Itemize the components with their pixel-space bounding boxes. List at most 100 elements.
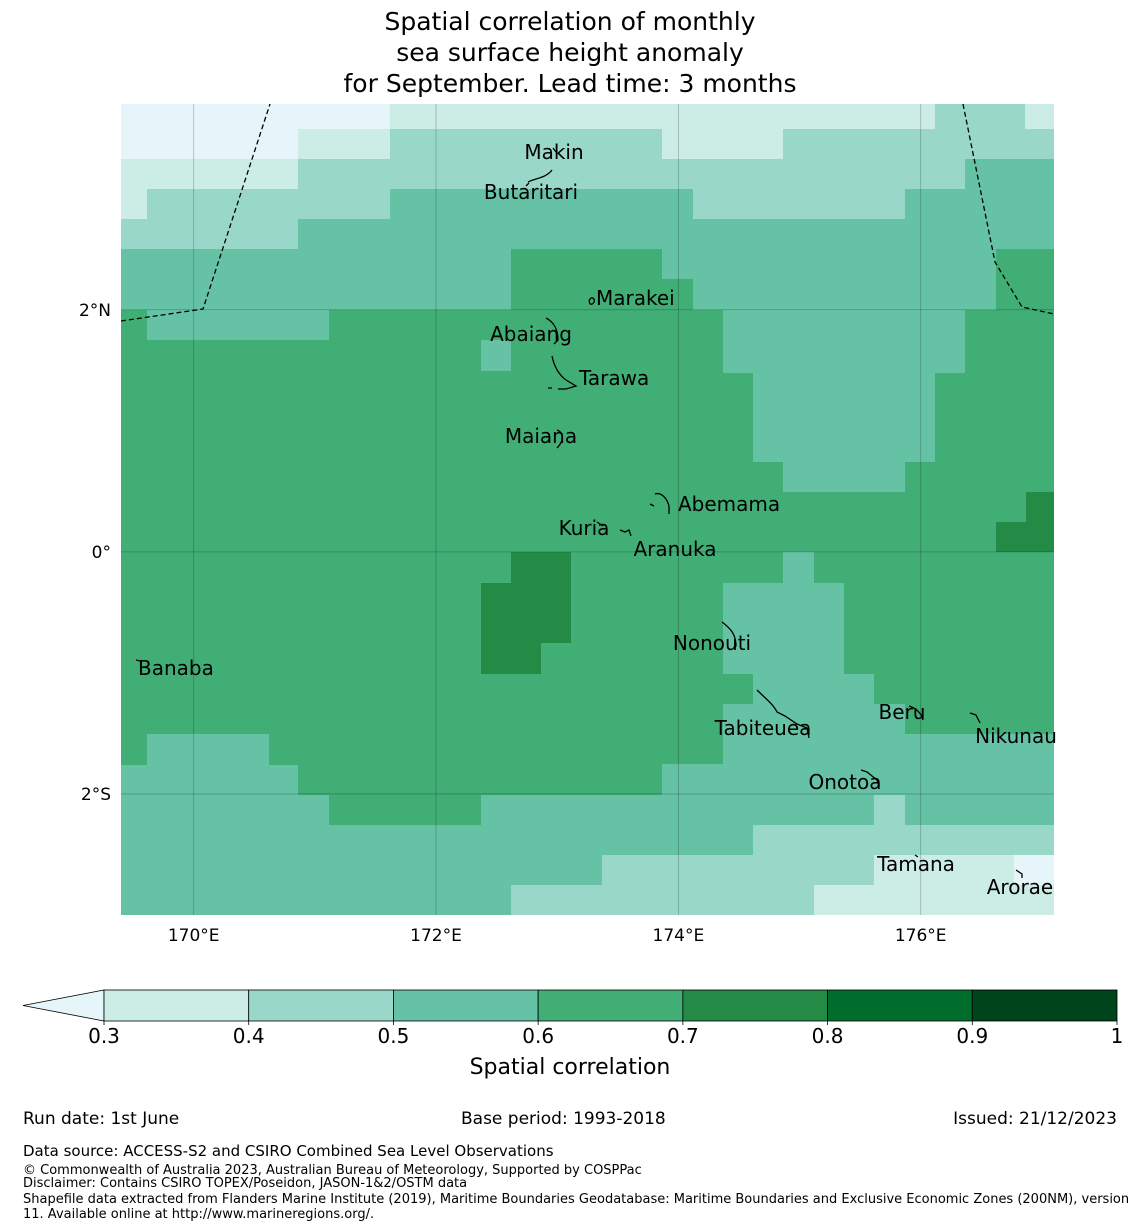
grid-cell: [662, 129, 783, 159]
copyright: © Commonwealth of Australia 2023, Austra…: [23, 1163, 642, 1178]
grid-cell: [905, 189, 1054, 249]
island-label: Arorae: [987, 875, 1053, 899]
island-outline: [756, 689, 810, 739]
grid-cell: [121, 129, 298, 159]
colorbar-tick-label: 0.5: [377, 1024, 410, 1048]
island-label: Abemama: [678, 492, 780, 516]
title-line-1: Spatial correlation of monthly: [384, 7, 756, 36]
island-label: Aranuka: [634, 537, 717, 561]
grid-cell: [147, 734, 269, 765]
grid-cell: [723, 704, 905, 734]
graticule: [121, 104, 1054, 915]
island-outline: [525, 169, 553, 187]
grid-cell: [814, 885, 1054, 915]
grid-cell: [662, 159, 965, 189]
colorbar-tick-label: 0.7: [666, 1024, 699, 1048]
grid-cell: [298, 129, 390, 159]
grid-cell: [874, 855, 1014, 885]
island-onotoa: Onotoa: [809, 769, 882, 794]
island-label: Tamana: [876, 852, 955, 876]
colorbar-bin: [971, 989, 1118, 1022]
grid-cell: [783, 462, 905, 492]
island-label: Onotoa: [809, 770, 882, 794]
island-label: Makin: [524, 140, 583, 164]
shapefile-credit: Shapefile data extracted from Flanders M…: [23, 1192, 1130, 1222]
island-label: Abaiang: [490, 322, 572, 346]
colorbar: [22, 989, 1118, 1025]
run-date: Run date: 1st June: [23, 1109, 180, 1129]
grid-cell: [121, 765, 298, 795]
island-label: Nikunau: [975, 724, 1057, 748]
colorbar-bin: [393, 989, 539, 1022]
grid-cell: [147, 310, 329, 340]
island-outline: [908, 705, 924, 721]
colorbar-tick-label: 0.4: [232, 1024, 265, 1048]
grid-cell: [996, 249, 1054, 310]
colorbar-tick-label: 0.6: [522, 1024, 555, 1048]
island-aranuka: Aranuka: [634, 537, 717, 561]
grid-cell: [511, 552, 571, 643]
island-nonouti: Nonouti: [673, 621, 751, 655]
island-outline: [969, 712, 981, 724]
colorbar-tick-label: 0.9: [956, 1024, 989, 1048]
grid-cell: [390, 104, 935, 129]
island-outline: [556, 429, 563, 449]
grid-cell: [481, 340, 511, 371]
lat-tick-label: 2°N: [79, 301, 111, 321]
island-label: Marakei: [596, 286, 675, 310]
grid-cell: [662, 249, 693, 279]
island-banaba: Banaba: [135, 656, 214, 680]
colorbar-tick-label: 1: [1110, 1024, 1124, 1048]
grid-cell: [121, 189, 147, 219]
base-period: Base period: 1993-2018: [461, 1109, 666, 1129]
grid-cell: [693, 219, 905, 249]
colorbar-bin: [827, 989, 973, 1022]
grid-cell: [1025, 104, 1054, 129]
grid-cell: [905, 795, 1054, 825]
island-outline: [545, 317, 559, 345]
lon-tick-label: 174°E: [653, 926, 705, 946]
grid-cell: [783, 129, 1054, 159]
colorbar-bin: [103, 989, 250, 1022]
grid-cell: [121, 249, 511, 310]
eez-line-west: [121, 104, 271, 322]
disclaimer: Disclaimer: Contains CSIRO TOPEX/Poseido…: [23, 1176, 468, 1191]
grid-cell: [874, 795, 905, 825]
island-marakei: Marakei: [588, 286, 675, 310]
island-makin: Makin: [524, 140, 583, 164]
colorbar-extend-low: [22, 989, 105, 1022]
colorbar-bin: [682, 989, 828, 1022]
colorbar-tick-label: 0.8: [811, 1024, 844, 1048]
island-outline: [914, 854, 919, 858]
grid-cell: [511, 249, 662, 310]
island-abemama: Abemama: [649, 492, 780, 516]
island-outline: [135, 659, 141, 662]
island-outline: [596, 521, 632, 537]
island-arorae: Arorae: [987, 869, 1053, 899]
grid-cell: [121, 159, 298, 189]
correlation-grid: [121, 104, 1054, 915]
colorbar-bin: [248, 989, 394, 1022]
grid-cell: [298, 219, 390, 249]
island-label: Maiana: [505, 424, 577, 448]
grid-cell: [121, 825, 753, 855]
island-maiana: Maiana: [505, 424, 577, 449]
axis-labels: 170°E 172°E 174°E 176°E 2°N 0° 2°S: [79, 301, 947, 946]
map-title: Spatial correlation of monthly sea surfa…: [0, 6, 1140, 99]
grid-cell: [481, 583, 511, 674]
grid-cell: [723, 310, 965, 373]
grid-cell: [121, 795, 329, 825]
grid-cell: [390, 129, 662, 189]
grid-cell: [753, 825, 1054, 855]
colorbar-tick-label: 0.3: [88, 1024, 120, 1048]
grid-cell: [1014, 855, 1054, 885]
grid-cell: [935, 104, 1025, 129]
grid-cell: [693, 189, 905, 219]
island-outline: [649, 492, 670, 514]
island-abaiang: Abaiang: [490, 317, 572, 346]
island-outline: [588, 297, 595, 305]
island-outline: [552, 147, 557, 153]
grid-cell: [723, 734, 1054, 764]
eez-line-east: [962, 104, 1054, 315]
